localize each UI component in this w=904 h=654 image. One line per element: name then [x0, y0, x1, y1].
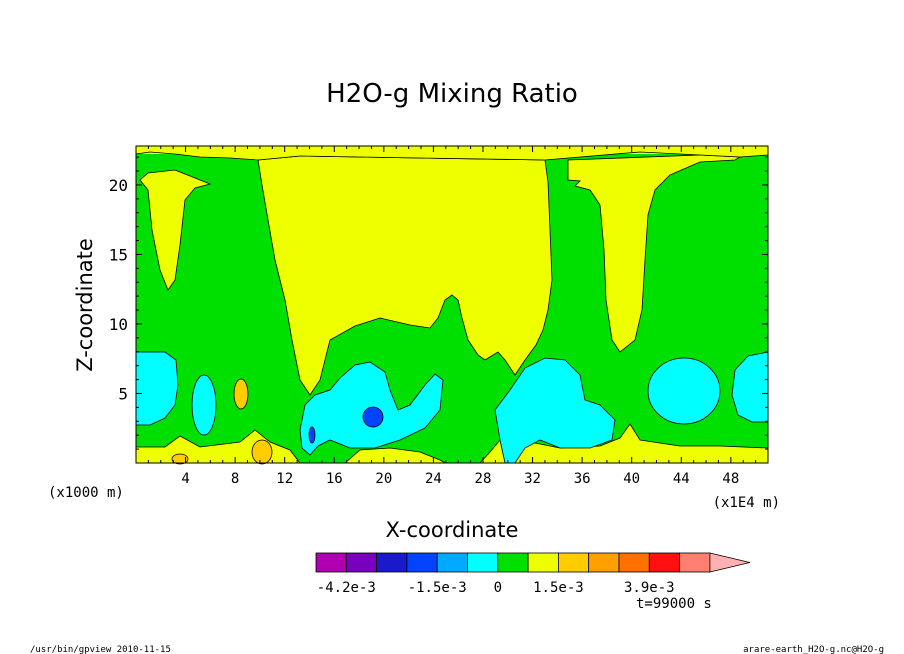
- plot-frame: [135, 145, 769, 464]
- orange-blob-3: [171, 453, 189, 465]
- colorbar-swatch: [376, 552, 408, 573]
- y-tick-label: 5: [118, 384, 128, 403]
- x-tick-label: 12: [276, 471, 293, 487]
- x-tick-label: 4: [181, 471, 189, 487]
- plot-area: [135, 145, 769, 465]
- y-tick-label: 10: [109, 315, 128, 334]
- colorbar-extend-arrow: [709, 552, 750, 573]
- colorbar-swatch: [618, 552, 650, 573]
- colorbar-label: 0: [494, 580, 502, 596]
- y-tick-label: 15: [109, 245, 128, 264]
- x-unit-right: (x1E4 m): [713, 495, 780, 511]
- time-label: t=99000 s: [636, 596, 712, 612]
- colorbar-swatch: [436, 552, 468, 573]
- x-axis: 4 8 12 16 20 24 28 32 36 40 44 48 (x1000 m) (x1E4 m…: [48, 146, 780, 542]
- x-tick-label: 24: [425, 471, 442, 487]
- cyan-region-edge: [731, 351, 769, 423]
- colorbar-swatch: [406, 552, 438, 573]
- blue-blob-1: [362, 406, 384, 428]
- yellow-region-right: [567, 154, 742, 353]
- y-tick-label: 20: [109, 176, 128, 195]
- colorbar-label: 3.9e-3: [624, 580, 675, 596]
- x-tick-label: 40: [623, 471, 640, 487]
- x-tick-label: 44: [673, 471, 690, 487]
- colorbar-swatch: [315, 552, 347, 573]
- footer-left: /usr/bin/gpview 2010-11-15: [30, 645, 171, 654]
- colorbar: -4.2e-3 -1.5e-3 0 1.5e-3 3.9e-3: [315, 552, 750, 596]
- colorbar-swatch: [467, 552, 499, 573]
- orange-blob-1: [233, 378, 249, 410]
- colorbar-swatch: [558, 552, 590, 573]
- colorbar-swatch: [679, 552, 711, 573]
- x-tick-label: 28: [475, 471, 492, 487]
- footer-right: arare-earth_H2O-g.nc@H2O-g: [743, 645, 884, 654]
- colorbar-swatch: [527, 552, 559, 573]
- colorbar-swatch: [648, 552, 680, 573]
- x-axis-label: X-coordinate: [386, 518, 519, 542]
- blue-blob-2: [308, 426, 316, 444]
- yellow-top-left-patch: [135, 145, 769, 161]
- cyan-region-left: [135, 351, 179, 426]
- x-tick-label: 16: [326, 471, 343, 487]
- colorbar-swatch: [588, 552, 620, 573]
- y-axis-label: Z-coordinate: [73, 238, 97, 372]
- x-tick-label: 20: [375, 471, 392, 487]
- x-tick-label: 48: [722, 471, 739, 487]
- x-tick-label: 32: [524, 471, 541, 487]
- y-axis: 5 10 15 20 Z-coordinate: [73, 156, 768, 450]
- colorbar-swatch: [345, 552, 377, 573]
- colorbar-label: 1.5e-3: [533, 580, 584, 596]
- y-ticks: 5 10 15 20: [109, 156, 768, 450]
- orange-blob-2: [251, 439, 273, 465]
- chart-title: H2O-g Mixing Ratio: [326, 79, 578, 109]
- yellow-region-left: [139, 169, 212, 291]
- yellow-region-center: [257, 155, 553, 396]
- cyan-region-4: [191, 374, 217, 436]
- colorbar-label: -1.5e-3: [408, 580, 467, 596]
- x-tick-label: 36: [574, 471, 591, 487]
- x-ticks: 4 8 12 16 20 24 28 32 36 40 44 48: [147, 146, 757, 487]
- cyan-region-44: [647, 357, 721, 425]
- x-tick-label: 8: [231, 471, 239, 487]
- colorbar-label: -4.2e-3: [317, 580, 376, 596]
- colorbar-swatch: [497, 552, 529, 573]
- x-unit-left: (x1000 m): [48, 485, 124, 501]
